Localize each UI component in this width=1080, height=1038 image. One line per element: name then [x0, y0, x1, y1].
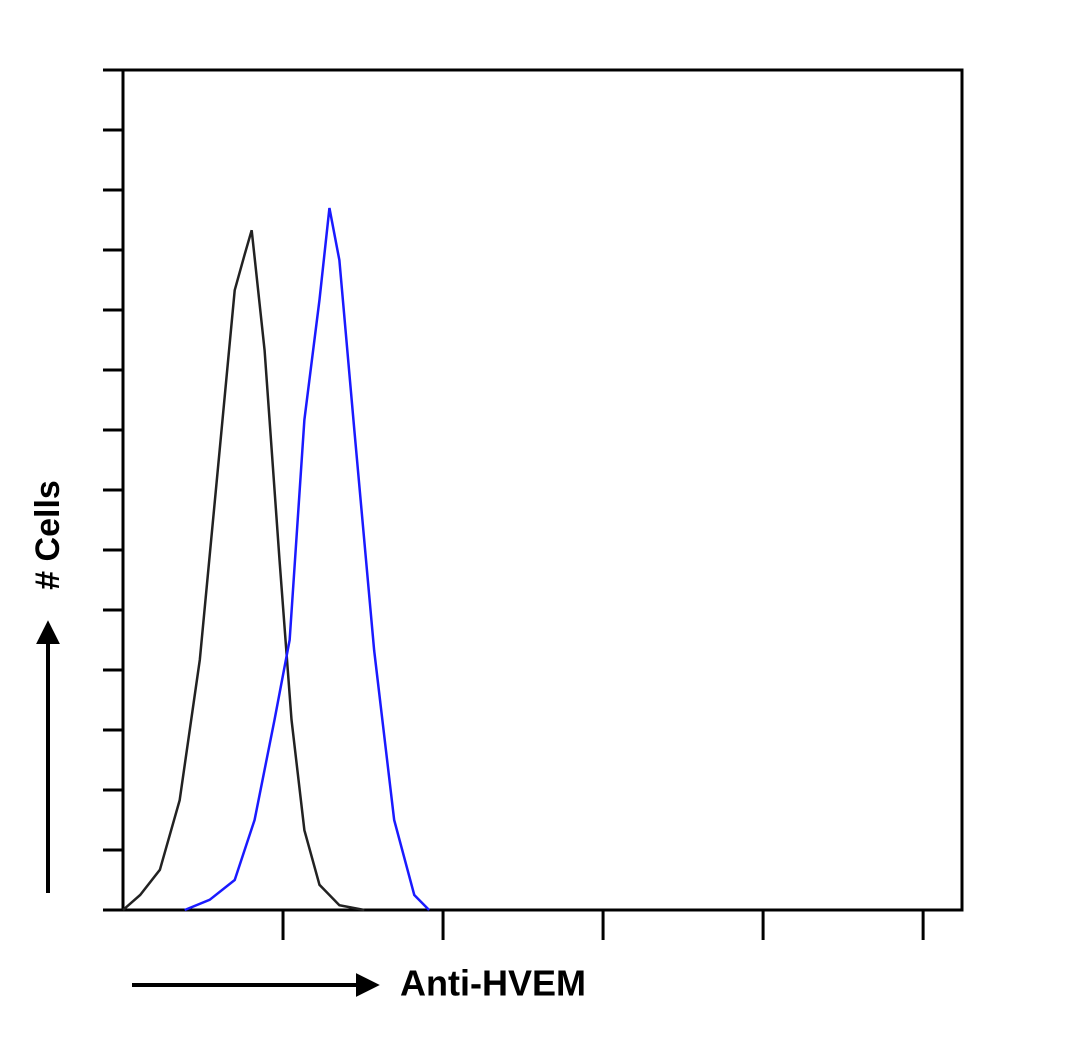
x-axis-label: Anti-HVEM — [400, 963, 586, 1004]
y-axis-label: # Cells — [29, 480, 67, 590]
histogram-line — [122, 229, 365, 912]
plot-frame — [121, 68, 964, 912]
histogram-line — [184, 207, 430, 912]
